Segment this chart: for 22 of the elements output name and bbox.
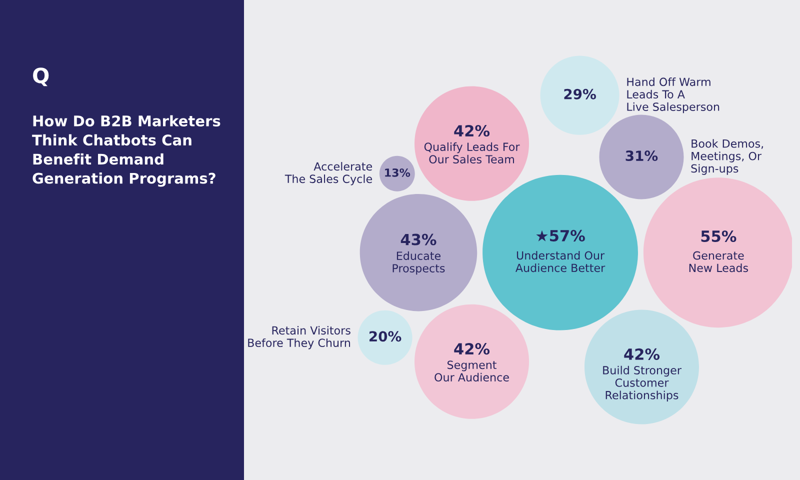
- data-label: 42%: [454, 124, 490, 137]
- category-label: Educate Prospects: [392, 251, 445, 275]
- data-label: ★57%: [536, 230, 585, 242]
- category-label: Build Stronger Customer Relationships: [603, 366, 682, 402]
- data-label: 43%: [400, 234, 436, 246]
- data-label: 31%: [626, 150, 658, 162]
- category-label: Retain Visitors Before They Churn: [248, 326, 350, 350]
- category-label: Book Demos, Meetings, Or Sign-ups: [691, 139, 764, 175]
- text: Q: [33, 68, 49, 86]
- category-label: Accelerate The Sales Cycle: [284, 162, 372, 186]
- category-label: Qualify Leads For Our Sales Team: [424, 142, 520, 164]
- text: How Do B2B Marketers Think Chatbots Can Benefit Demand Generation Programs?: [32, 115, 220, 187]
- category-label: Understand Our Audience Better: [516, 251, 606, 272]
- data-label: 55%: [701, 230, 736, 242]
- category-label: Generate New Leads: [689, 251, 748, 272]
- category-label: Hand Off Warm Leads To A Live Salesperson: [627, 77, 720, 114]
- data-label: 20%: [370, 331, 402, 342]
- data-label: 42%: [624, 348, 660, 360]
- data-label: 42%: [454, 343, 490, 355]
- data-label: 13%: [385, 168, 410, 177]
- data-label: 29%: [564, 88, 596, 100]
- category-label: Segment Our Audience: [434, 360, 509, 382]
